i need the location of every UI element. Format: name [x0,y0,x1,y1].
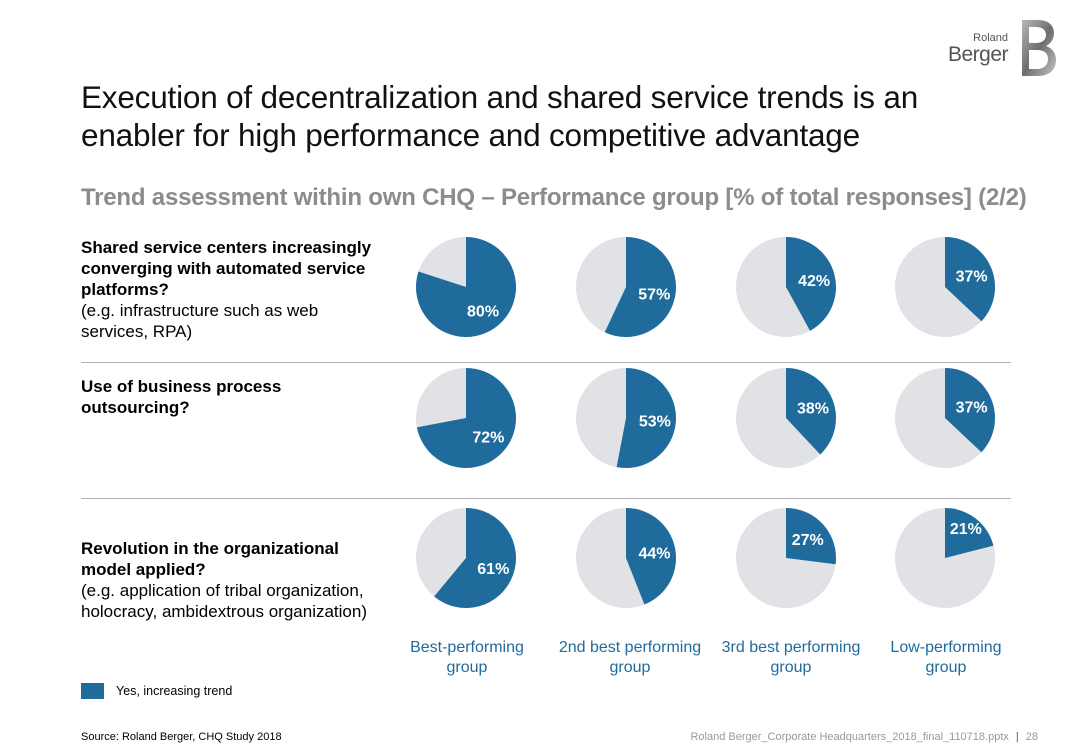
pie-data-label: 53% [639,414,671,431]
group-label-best: Best-performing group [410,639,524,676]
pie-data-label: 72% [472,429,504,446]
group-label-low: Low-performing group [890,639,1002,676]
row-question: Shared service centers increasingly conv… [81,238,372,299]
pie-2-2: 53% [576,368,676,468]
legend-label: Yes, increasing trend [116,684,233,698]
row-label-shared-service: Shared service centers increasingly conv… [81,237,381,342]
footer-separator: | [1015,731,1019,743]
row-detail: (e.g. application of tribal organization… [81,581,367,621]
pie-data-label: 61% [477,561,509,578]
pie-data-label: 42% [798,273,830,290]
pie-data-label: 27% [792,532,824,549]
row-label-bpo: Use of business process outsourcing? [81,376,381,418]
pie-value-slice [786,367,836,455]
pie-3-4: 21% [895,508,995,608]
group-label-2nd: 2nd best performing group [558,639,702,676]
footer-filename: Roland Berger_Corporate Headquarters_201… [690,731,1009,743]
row-divider [81,498,1011,499]
pie-value-slice [945,508,994,558]
page-footer: Roland Berger_Corporate Headquarters_201… [690,731,1038,743]
logo-text-berger: Berger [947,43,1009,66]
pie-3-3: 27% [736,508,836,608]
pie-data-label: 44% [638,546,670,563]
pie-data-label: 38% [797,400,829,417]
pie-value-slice [416,237,516,337]
pie-value-slice [626,508,676,605]
chart-subtitle: Trend assessment within own CHQ – Perfor… [81,184,1027,211]
pie-1-3: 42% [736,237,836,337]
page-title: Execution of decentralization and shared… [81,79,919,153]
pie-value-slice [945,368,995,453]
pie-data-label: 37% [956,268,988,285]
pie-data-label: 80% [467,303,499,320]
pie-value-slice [416,368,517,468]
pie-2-4: 37% [895,368,995,468]
row-label-org-model: Revolution in the organizational model a… [81,538,381,622]
pie-1-1: 80% [416,237,516,337]
pie-data-label: 21% [950,521,982,538]
pie-value-slice [786,237,836,331]
pie-2-1: 72% [416,368,517,468]
roland-berger-logo: Roland Berger [946,18,1056,78]
pie-value-slice [786,508,836,565]
row-question: Use of business process outsourcing? [81,377,282,417]
legend-swatch [81,683,104,699]
pie-value-slice [434,508,516,608]
pie-value-slice [616,368,676,468]
group-label-3rd: 3rd best performing group [721,639,861,676]
pie-3-2: 44% [576,508,676,608]
row-divider [81,362,1011,363]
pie-data-label: 57% [638,286,670,303]
page-number: 28 [1025,731,1038,743]
pie-1-4: 37% [895,237,995,337]
pie-value-slice [604,237,676,337]
pie-2-3: 38% [736,367,836,468]
row-question: Revolution in the organizational model a… [81,539,339,579]
pie-value-slice [945,237,995,322]
source-note: Source: Roland Berger, CHQ Study 2018 [81,731,282,743]
chart-legend: Yes, increasing trend [81,683,232,699]
pie-3-1: 61% [416,508,516,608]
pie-data-label: 37% [956,399,988,416]
row-detail: (e.g. infrastructure such as web service… [81,301,319,341]
logo-text-roland: Roland [973,32,1008,44]
pie-1-2: 57% [576,237,676,337]
logo-b-mark-icon [1022,20,1056,76]
